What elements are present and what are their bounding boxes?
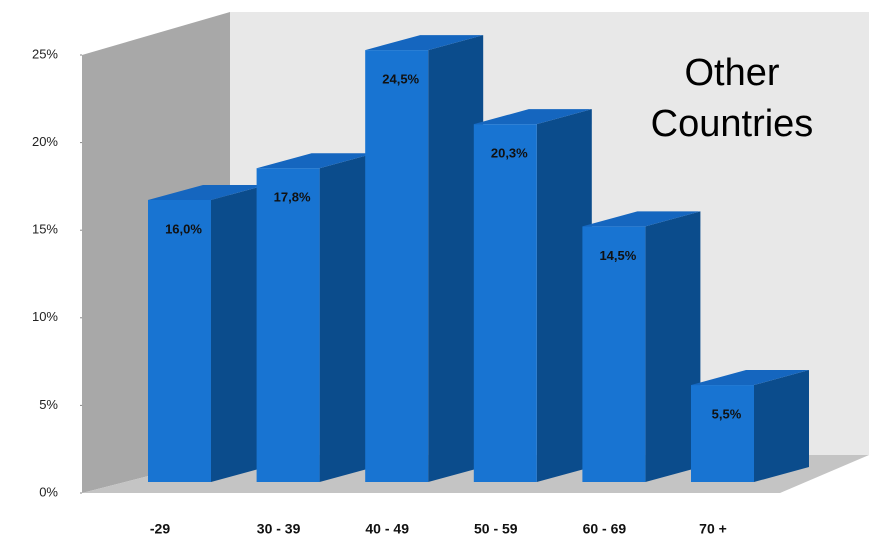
bar bbox=[473, 124, 537, 482]
bar-side bbox=[754, 370, 809, 482]
bar-top bbox=[365, 35, 484, 51]
bar bbox=[148, 199, 211, 482]
value-label: 5,5% bbox=[712, 406, 742, 421]
annotation: Countries bbox=[651, 103, 814, 145]
y-tick-label: 20% bbox=[32, 134, 58, 149]
bar-top bbox=[148, 184, 266, 200]
bar-top bbox=[256, 153, 375, 169]
x-tick-label: 60 - 69 bbox=[583, 521, 627, 537]
bar-side bbox=[211, 184, 266, 482]
bar bbox=[582, 226, 646, 482]
bar-top bbox=[473, 109, 592, 125]
bar bbox=[256, 168, 320, 482]
y-tick-label: 0% bbox=[39, 484, 58, 499]
y-tick-label: 25% bbox=[32, 46, 58, 61]
x-tick-label: -29 bbox=[150, 521, 170, 537]
x-tick-label: 40 - 49 bbox=[365, 521, 409, 537]
bar bbox=[365, 50, 429, 482]
y-tick-label: 15% bbox=[32, 222, 58, 237]
value-label: 20,3% bbox=[491, 146, 528, 161]
bar bbox=[691, 385, 754, 482]
bar-side bbox=[319, 153, 375, 482]
value-label: 17,8% bbox=[274, 190, 311, 205]
bar-side bbox=[645, 211, 701, 483]
bar-side bbox=[428, 35, 484, 482]
x-tick-label: 70 + bbox=[699, 521, 727, 537]
y-tick-label: 10% bbox=[32, 309, 58, 324]
bar-top bbox=[691, 370, 809, 386]
y-tick-label: 5% bbox=[39, 397, 58, 412]
x-tick-label: 50 - 59 bbox=[474, 521, 518, 537]
bar-top bbox=[582, 211, 701, 227]
value-label: 16,0% bbox=[165, 221, 202, 236]
value-label: 24,5% bbox=[382, 72, 419, 87]
bar-side bbox=[536, 109, 592, 482]
x-tick-label: 30 - 39 bbox=[257, 521, 301, 537]
value-label: 14,5% bbox=[599, 248, 636, 263]
annotation: Other bbox=[684, 52, 779, 94]
